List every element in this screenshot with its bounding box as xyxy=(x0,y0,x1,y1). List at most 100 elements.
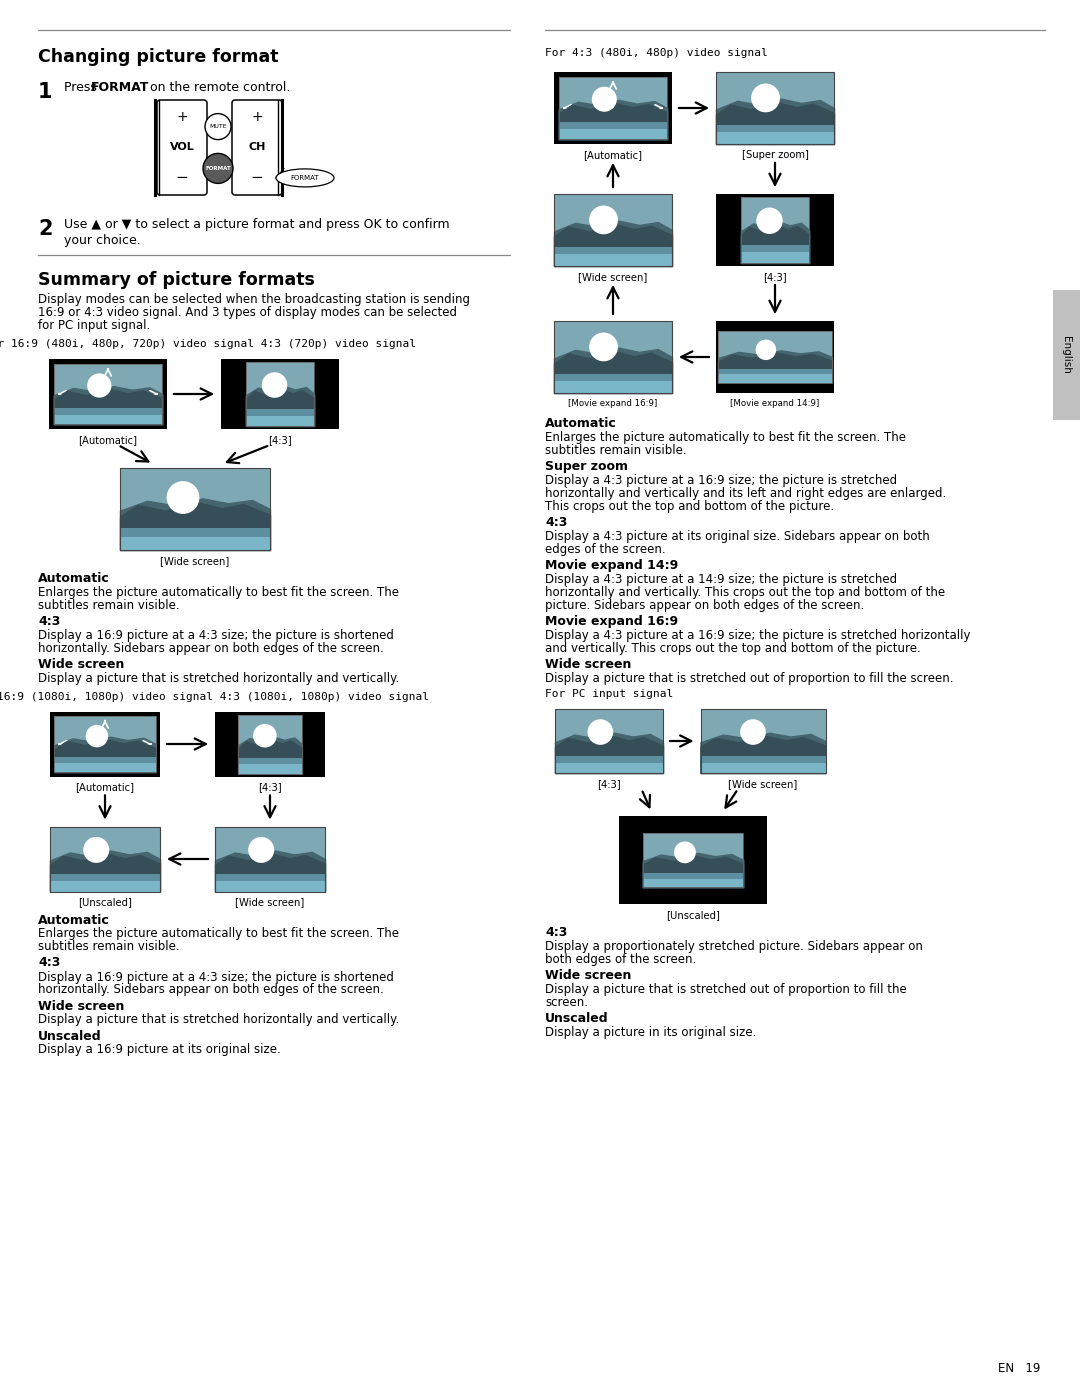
Text: [4:3]: [4:3] xyxy=(268,434,292,446)
Bar xyxy=(238,757,302,774)
Text: FORMAT: FORMAT xyxy=(91,81,149,94)
Text: FORMAT: FORMAT xyxy=(291,175,320,180)
Bar xyxy=(215,875,325,891)
Circle shape xyxy=(590,205,618,235)
Bar xyxy=(50,711,160,777)
Bar xyxy=(554,381,672,393)
Text: subtitles remain visible.: subtitles remain visible. xyxy=(545,444,687,457)
Circle shape xyxy=(752,84,780,112)
Bar xyxy=(716,124,834,144)
Text: 2: 2 xyxy=(38,219,53,239)
Bar xyxy=(54,363,162,425)
Bar xyxy=(54,715,156,773)
Bar xyxy=(741,197,809,263)
Text: +: + xyxy=(176,110,188,124)
Circle shape xyxy=(261,372,287,398)
Circle shape xyxy=(205,113,231,140)
Bar xyxy=(716,194,834,265)
Text: Enlarges the picture automatically to best fit the screen. The: Enlarges the picture automatically to be… xyxy=(38,928,399,940)
Bar xyxy=(54,715,156,773)
Bar xyxy=(619,816,767,904)
Text: Use ▲ or ▼ to select a picture format and press OK to confirm: Use ▲ or ▼ to select a picture format an… xyxy=(64,218,449,231)
Bar xyxy=(555,710,663,773)
Bar xyxy=(246,362,314,426)
Circle shape xyxy=(756,339,777,360)
Text: [Automatic]: [Automatic] xyxy=(76,782,135,792)
Text: MUTE: MUTE xyxy=(210,124,227,129)
Text: English: English xyxy=(1061,337,1071,374)
Text: [Super zoom]: [Super zoom] xyxy=(742,149,809,161)
Bar xyxy=(238,764,302,774)
Text: Display a 4:3 picture at its original size. Sidebars appear on both: Display a 4:3 picture at its original si… xyxy=(545,529,930,543)
Bar xyxy=(716,321,834,393)
Text: This crops out the top and bottom of the picture.: This crops out the top and bottom of the… xyxy=(545,500,834,513)
Bar xyxy=(558,130,667,140)
Bar xyxy=(49,359,167,429)
Text: Display a picture that is stretched out of proportion to fill the: Display a picture that is stretched out … xyxy=(545,983,907,996)
Bar xyxy=(238,714,302,774)
Circle shape xyxy=(87,373,111,398)
Circle shape xyxy=(248,837,274,863)
Text: [4:3]: [4:3] xyxy=(258,782,282,792)
Text: Display a picture that is stretched horizontally and vertically.: Display a picture that is stretched hori… xyxy=(38,1013,400,1027)
Text: horizontally and vertically. This crops out the top and bottom of the: horizontally and vertically. This crops … xyxy=(545,585,945,599)
Bar xyxy=(120,468,270,550)
Text: [Wide screen]: [Wide screen] xyxy=(728,780,798,789)
Bar xyxy=(54,363,162,425)
Bar xyxy=(554,321,672,393)
Circle shape xyxy=(253,724,276,747)
Text: Display a proportionately stretched picture. Sidebars appear on: Display a proportionately stretched pict… xyxy=(545,940,923,953)
Bar xyxy=(718,331,832,383)
Bar xyxy=(554,246,672,265)
Text: Automatic: Automatic xyxy=(38,914,110,926)
Text: For 16:9 (480i, 480p, 720p) video signal 4:3 (720p) video signal: For 16:9 (480i, 480p, 720p) video signal… xyxy=(0,339,416,349)
Text: [Unscaled]: [Unscaled] xyxy=(78,897,132,908)
Circle shape xyxy=(740,719,766,745)
Circle shape xyxy=(674,841,696,863)
Bar xyxy=(1053,291,1080,420)
Bar xyxy=(741,253,809,263)
Text: −: − xyxy=(176,170,188,184)
Text: [Wide screen]: [Wide screen] xyxy=(235,897,305,908)
Bar xyxy=(701,710,825,773)
Text: Enlarges the picture automatically to best fit the screen. The: Enlarges the picture automatically to be… xyxy=(545,432,906,444)
Ellipse shape xyxy=(276,169,334,187)
Text: Display a picture that is stretched out of proportion to fill the screen.: Display a picture that is stretched out … xyxy=(545,672,954,685)
Bar xyxy=(215,827,325,891)
Bar xyxy=(215,711,325,777)
Text: subtitles remain visible.: subtitles remain visible. xyxy=(38,599,179,612)
Text: [4:3]: [4:3] xyxy=(597,780,621,789)
Bar xyxy=(643,833,743,887)
Text: 1: 1 xyxy=(38,82,53,102)
Text: and vertically. This crops out the top and bottom of the picture.: and vertically. This crops out the top a… xyxy=(545,643,921,655)
Text: Wide screen: Wide screen xyxy=(545,658,632,671)
Text: picture. Sidebars appear on both edges of the screen.: picture. Sidebars appear on both edges o… xyxy=(545,599,864,612)
Text: [Wide screen]: [Wide screen] xyxy=(579,272,648,282)
Bar xyxy=(643,833,743,887)
Text: Automatic: Automatic xyxy=(38,571,110,585)
Circle shape xyxy=(85,725,108,747)
Text: subtitles remain visible.: subtitles remain visible. xyxy=(38,940,179,954)
Text: −: − xyxy=(251,170,264,184)
Bar xyxy=(558,123,667,140)
Bar xyxy=(246,416,314,426)
Bar xyxy=(718,369,832,383)
Text: 4:3: 4:3 xyxy=(38,615,60,629)
Bar xyxy=(701,710,825,773)
Bar xyxy=(554,321,672,393)
Text: For 16:9 (1080i, 1080p) video signal 4:3 (1080i, 1080p) video signal: For 16:9 (1080i, 1080p) video signal 4:3… xyxy=(0,692,430,703)
Bar xyxy=(554,373,672,393)
Text: Wide screen: Wide screen xyxy=(38,658,124,671)
Text: CH: CH xyxy=(248,142,266,152)
Bar xyxy=(555,763,663,773)
Text: For 4:3 (480i, 480p) video signal: For 4:3 (480i, 480p) video signal xyxy=(545,47,768,59)
Text: horizontally. Sidebars appear on both edges of the screen.: horizontally. Sidebars appear on both ed… xyxy=(38,643,383,655)
Text: Wide screen: Wide screen xyxy=(545,970,632,982)
Bar xyxy=(50,827,160,891)
Text: Display a 16:9 picture at a 4:3 size; the picture is shortened: Display a 16:9 picture at a 4:3 size; th… xyxy=(38,971,394,983)
Bar xyxy=(50,875,160,891)
Bar xyxy=(554,194,672,265)
Bar xyxy=(554,254,672,265)
Text: Unscaled: Unscaled xyxy=(38,1030,102,1042)
Text: 4:3: 4:3 xyxy=(38,957,60,970)
